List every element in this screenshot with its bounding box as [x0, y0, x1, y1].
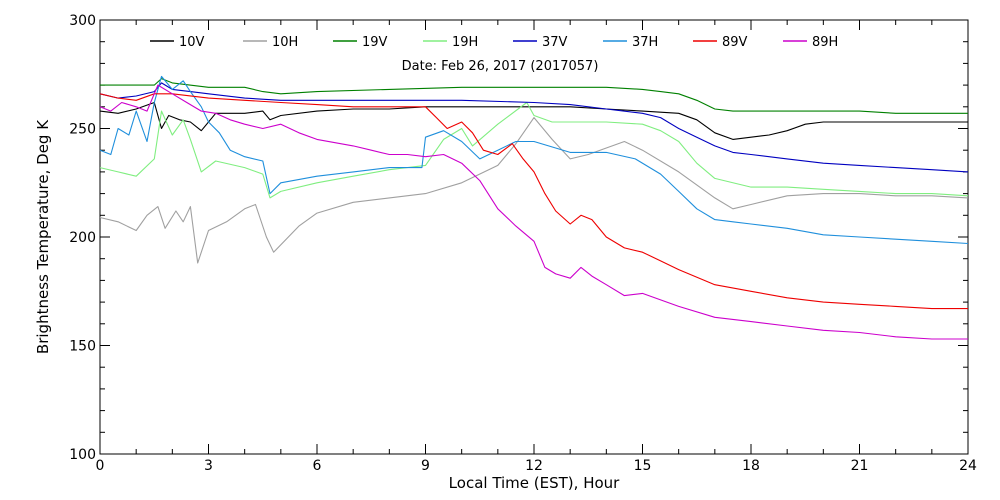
legend-label-19h: 19H: [452, 35, 478, 50]
x-tick-label: 3: [204, 458, 213, 474]
y-tick-label: 200: [69, 230, 96, 246]
legend-label-10v: 10V: [179, 35, 205, 50]
x-tick-label: 9: [421, 458, 430, 474]
series-line-10h: [99, 117, 969, 264]
y-tick-label: 150: [69, 339, 96, 355]
legend-label-89v: 89V: [722, 35, 748, 50]
legend-label-37v: 37V: [542, 35, 568, 50]
series-line-37v: [99, 82, 969, 173]
y-tick-label: 300: [69, 13, 96, 29]
x-axis-label: Local Time (EST), Hour: [449, 474, 620, 492]
y-tick-label: 250: [69, 122, 96, 138]
legend-label-37h: 37H: [632, 35, 658, 50]
series-line-19v: [100, 78, 968, 114]
y-tick-label: 100: [69, 447, 96, 463]
plot-frame: [99, 19, 969, 455]
legend-label-10h: 10H: [272, 35, 298, 50]
series-lines: [99, 75, 969, 340]
x-tick-label: 15: [634, 458, 652, 474]
legend-label-19v: 19V: [362, 35, 388, 50]
series-line-19h: [99, 101, 969, 199]
x-tick-label: 24: [959, 458, 977, 474]
series-line-89h: [99, 84, 968, 340]
series-line-89v: [99, 93, 968, 310]
series-line-10v: [99, 101, 968, 140]
x-tick-label: 18: [742, 458, 760, 474]
y-axis-label: Brightness Temperature, Deg K: [34, 119, 52, 354]
x-tick-label: 6: [313, 458, 322, 474]
chart-annotation: Date: Feb 26, 2017 (2017057): [402, 59, 599, 74]
legend-label-89h: 89H: [812, 35, 838, 50]
x-tick-label: 21: [851, 458, 869, 474]
axis-ticks: 0 3 6 9 12 15 18 21 24 100 150 200 250 300: [69, 13, 977, 474]
series-line-37h: [99, 75, 969, 245]
x-tick-label: 0: [96, 458, 105, 474]
legend: 10V 10H 19V 19H 37V 37H 89V 89H: [150, 35, 838, 50]
x-tick-label: 12: [525, 458, 543, 474]
